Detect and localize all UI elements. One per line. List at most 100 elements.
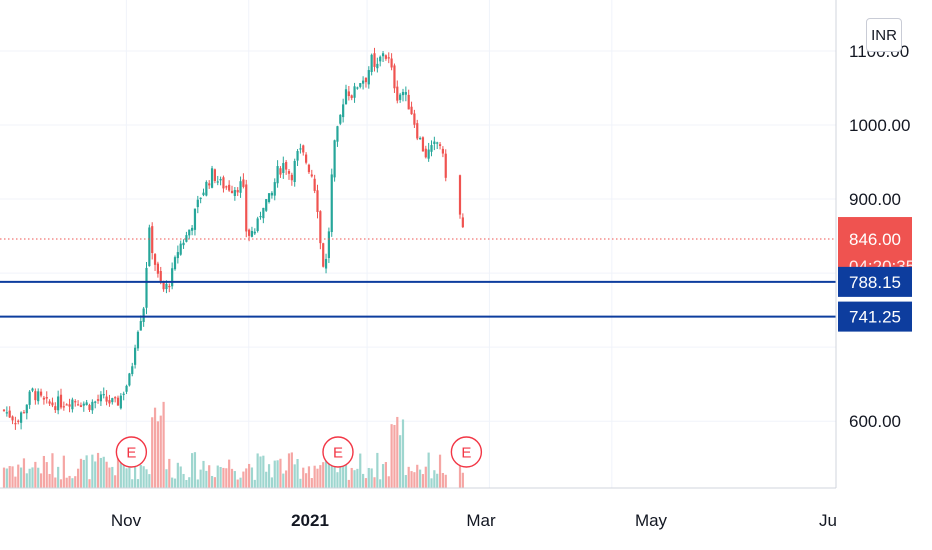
candle-body [171, 268, 174, 287]
candle-body [202, 192, 205, 196]
volume-bar [290, 452, 293, 488]
candle-body [219, 178, 222, 181]
volume-bar [407, 466, 410, 488]
volume-bar [34, 461, 37, 488]
time-tick-label[interactable]: Nov [111, 511, 142, 530]
volume-bar [59, 479, 63, 488]
candle-body [270, 192, 273, 196]
candle-body [387, 57, 390, 59]
volume-bar [387, 476, 390, 488]
earnings-label[interactable]: E [126, 445, 136, 462]
volume-bar [399, 435, 402, 488]
candle-body [88, 404, 91, 410]
volume-bar [176, 462, 179, 488]
volume-bar [151, 417, 154, 488]
volume-bar [461, 472, 464, 488]
time-tick-label[interactable]: 2021 [291, 511, 329, 530]
candle-body [210, 168, 214, 188]
volume-bar [159, 415, 162, 488]
volume-bar [96, 452, 100, 488]
candle-body [185, 235, 188, 242]
earnings-circle[interactable] [115, 436, 148, 468]
volume-bar [14, 476, 17, 488]
volume-bar [171, 477, 174, 488]
volume-bar [359, 453, 362, 488]
volume-bar [259, 456, 262, 488]
volume-bar [202, 460, 205, 488]
volume-bar [225, 468, 228, 488]
volume-bars [2, 401, 464, 488]
time-tick-label[interactable]: Mar [466, 511, 496, 530]
time-axis[interactable]: Nov 2021 Mar May Ju [111, 511, 837, 530]
candle-body [31, 388, 34, 391]
candle-body [2, 409, 6, 411]
currency-label[interactable]: INR [866, 18, 902, 52]
candle-body [39, 391, 43, 396]
volume-bar [2, 467, 6, 488]
candle-body [139, 321, 142, 331]
candle-body [125, 385, 128, 392]
volume-bar [336, 472, 339, 488]
candle-body [324, 258, 328, 269]
volume-bar [85, 455, 88, 488]
volume-bar [131, 479, 134, 488]
candle-body [122, 393, 125, 395]
horizontal-levels[interactable] [0, 280, 836, 318]
candle-body [134, 347, 137, 365]
volume-bar [139, 464, 142, 488]
volume-bar [48, 473, 51, 488]
volume-bar [108, 467, 111, 488]
volume-bar [413, 472, 416, 488]
volume-bar [370, 468, 373, 488]
volume-bar [267, 464, 271, 488]
candle-body [182, 242, 185, 246]
candle-body [116, 397, 120, 406]
earnings-marker[interactable]: E [450, 436, 483, 468]
time-tick-label[interactable]: May [635, 511, 668, 530]
volume-bar [39, 473, 43, 488]
volume-bar [148, 474, 151, 488]
volume-bar [156, 421, 159, 488]
candle-body [282, 163, 285, 173]
volume-bar [136, 479, 140, 488]
earnings-marker[interactable]: E [115, 436, 148, 468]
volume-bar [22, 458, 26, 488]
volume-bar [94, 461, 97, 488]
candle-body [131, 366, 134, 375]
candle-body [213, 169, 216, 181]
candle-body [233, 190, 236, 196]
earnings-marker[interactable]: E [322, 436, 354, 468]
earnings-circle[interactable] [450, 436, 483, 468]
candle-body [333, 140, 336, 178]
volume-bar [196, 479, 199, 488]
earnings-label[interactable]: E [333, 445, 343, 462]
candle-body [216, 181, 219, 183]
candle-body [259, 216, 262, 218]
volume-bar [282, 473, 285, 488]
volume-bar [213, 477, 216, 488]
candle-body [336, 126, 339, 142]
volume-bar [250, 467, 254, 488]
candle-body [96, 399, 100, 401]
candle-body [458, 175, 462, 215]
candle-body [11, 416, 14, 421]
price-tick-label[interactable]: 1000.00 [849, 116, 910, 135]
candle-body [22, 412, 26, 414]
volume-bar [265, 471, 268, 488]
price-tick-label[interactable]: 900.00 [849, 190, 901, 209]
candle-body [248, 229, 251, 236]
earnings-circle[interactable] [322, 436, 354, 468]
price-tick-label[interactable]: 600.00 [849, 412, 901, 431]
candle-body [153, 254, 157, 265]
volume-bar [344, 459, 348, 488]
candle-body [404, 92, 407, 95]
volume-bar [54, 477, 57, 488]
volume-bar [179, 466, 182, 488]
candle-body [381, 53, 385, 57]
earnings-label[interactable]: E [461, 445, 471, 462]
volume-bar [384, 462, 387, 488]
candle-body [393, 65, 396, 89]
time-tick-label[interactable]: Ju [819, 511, 837, 530]
